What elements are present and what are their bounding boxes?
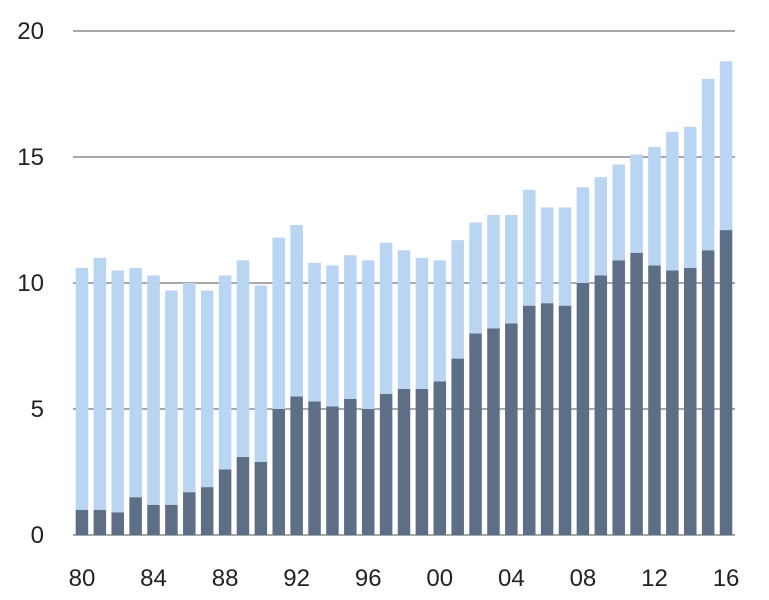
bar-segment-series-2-1996 — [361, 260, 375, 409]
bars — [75, 61, 733, 536]
bar-segment-series-1-1980 — [75, 509, 89, 535]
x-tick-label: 08 — [570, 565, 597, 592]
bar-segment-series-2-2004 — [505, 214, 518, 324]
y-axis-tick-labels: 0 5 10 15 20 — [17, 18, 44, 549]
x-tick-label: 04 — [498, 565, 525, 592]
bar-segment-series-1-1981 — [93, 509, 107, 535]
bar-segment-series-1-1982 — [111, 512, 124, 535]
bar-segment-series-2-1986 — [183, 283, 196, 493]
bar-segment-series-1-1989 — [236, 456, 250, 535]
bar-segment-series-1-2008 — [576, 283, 590, 535]
bar-segment-series-1-2002 — [469, 333, 482, 535]
bar-segment-series-2-2005 — [522, 189, 536, 306]
bar-segment-series-2-1984 — [147, 275, 160, 505]
bar-segment-series-1-2011 — [630, 252, 643, 535]
bar-segment-series-2-1992 — [290, 225, 303, 397]
bar-segment-series-2-1997 — [379, 242, 393, 394]
y-tick-label: 10 — [17, 270, 44, 297]
bar-segment-series-1-2009 — [594, 275, 608, 535]
bar-segment-series-2-1987 — [200, 290, 214, 488]
bar-segment-series-2-2007 — [558, 207, 572, 306]
bar-segment-series-1-1995 — [344, 398, 357, 535]
bar-segment-series-2-2014 — [684, 126, 697, 268]
bar-segment-series-2-2010 — [612, 164, 625, 261]
bar-segment-series-2-2003 — [487, 214, 500, 329]
bar-segment-series-2-1995 — [344, 255, 357, 399]
bar-segment-series-1-2013 — [666, 270, 679, 535]
bar-segment-series-1-1994 — [326, 406, 339, 535]
bar-segment-series-1-1990 — [254, 461, 268, 535]
bar-segment-series-2-1988 — [218, 275, 232, 470]
bar-segment-series-1-1999 — [415, 388, 429, 535]
bar-segment-series-1-1983 — [129, 497, 142, 535]
x-tick-label: 16 — [713, 565, 740, 592]
bar-segment-series-2-2011 — [630, 154, 643, 253]
x-tick-label: 84 — [140, 565, 167, 592]
bar-segment-series-2-2012 — [648, 146, 661, 266]
bar-segment-series-2-2009 — [594, 177, 608, 276]
bar-segment-series-2-1991 — [272, 237, 286, 409]
bar-segment-series-2-1983 — [129, 267, 142, 498]
bar-segment-series-2-2016 — [719, 61, 733, 231]
x-tick-label: 88 — [212, 565, 239, 592]
x-tick-label: 96 — [355, 565, 382, 592]
bar-segment-series-2-2015 — [701, 78, 715, 251]
bar-segment-series-2-1990 — [254, 285, 268, 462]
bar-segment-series-2-2013 — [666, 131, 679, 271]
bar-segment-series-2-1998 — [397, 250, 411, 389]
y-tick-label: 20 — [17, 18, 44, 45]
bar-segment-series-2-1999 — [415, 257, 429, 389]
bar-segment-series-1-2001 — [451, 358, 464, 535]
bar-segment-series-1-2007 — [558, 305, 572, 535]
bar-segment-series-1-1998 — [397, 388, 411, 535]
bar-segment-series-2-1981 — [93, 257, 107, 510]
bar-segment-series-1-2000 — [433, 381, 447, 535]
bar-segment-series-2-2002 — [469, 222, 482, 334]
bar-segment-series-1-1997 — [379, 393, 393, 535]
x-axis-tick-labels: 80 84 88 92 96 00 04 08 12 16 — [69, 565, 740, 592]
bar-segment-series-2-2006 — [540, 207, 554, 304]
bar-segment-series-1-2006 — [540, 303, 554, 535]
bar-segment-series-1-1984 — [147, 504, 160, 535]
bar-segment-series-2-1980 — [75, 267, 89, 510]
bar-segment-series-1-1992 — [290, 396, 303, 535]
x-tick-label: 92 — [283, 565, 310, 592]
bar-segment-series-1-1993 — [308, 401, 321, 535]
bar-segment-series-1-2003 — [487, 328, 500, 535]
bar-segment-series-1-1988 — [218, 469, 232, 535]
y-tick-label: 0 — [31, 522, 44, 549]
bar-segment-series-1-2010 — [612, 260, 625, 535]
bar-segment-series-1-2005 — [522, 305, 536, 535]
bar-segment-series-2-2008 — [576, 187, 590, 283]
x-tick-label: 00 — [426, 565, 453, 592]
bar-segment-series-1-1986 — [183, 492, 196, 535]
bar-segment-series-2-2001 — [451, 240, 464, 359]
bar-segment-series-2-2000 — [433, 260, 447, 382]
bar-segment-series-2-1994 — [326, 265, 339, 407]
bar-segment-series-1-2004 — [505, 323, 518, 535]
bar-segment-series-1-1991 — [272, 409, 286, 535]
bar-segment-series-2-1993 — [308, 262, 321, 402]
bar-segment-series-1-1987 — [200, 487, 214, 535]
bar-segment-series-1-2014 — [684, 267, 697, 535]
bar-segment-series-2-1989 — [236, 260, 250, 457]
bar-segment-series-1-2016 — [719, 230, 733, 535]
x-tick-label: 12 — [641, 565, 668, 592]
bar-segment-series-1-2015 — [701, 250, 715, 536]
bar-segment-series-2-1982 — [111, 270, 124, 513]
y-tick-label: 5 — [31, 396, 44, 423]
bar-segment-series-2-1985 — [165, 290, 178, 505]
bar-segment-series-1-1996 — [361, 409, 375, 535]
x-tick-label: 80 — [69, 565, 96, 592]
y-tick-label: 15 — [17, 144, 44, 171]
bar-segment-series-1-1985 — [165, 504, 178, 535]
bar-segment-series-1-2012 — [648, 265, 661, 535]
